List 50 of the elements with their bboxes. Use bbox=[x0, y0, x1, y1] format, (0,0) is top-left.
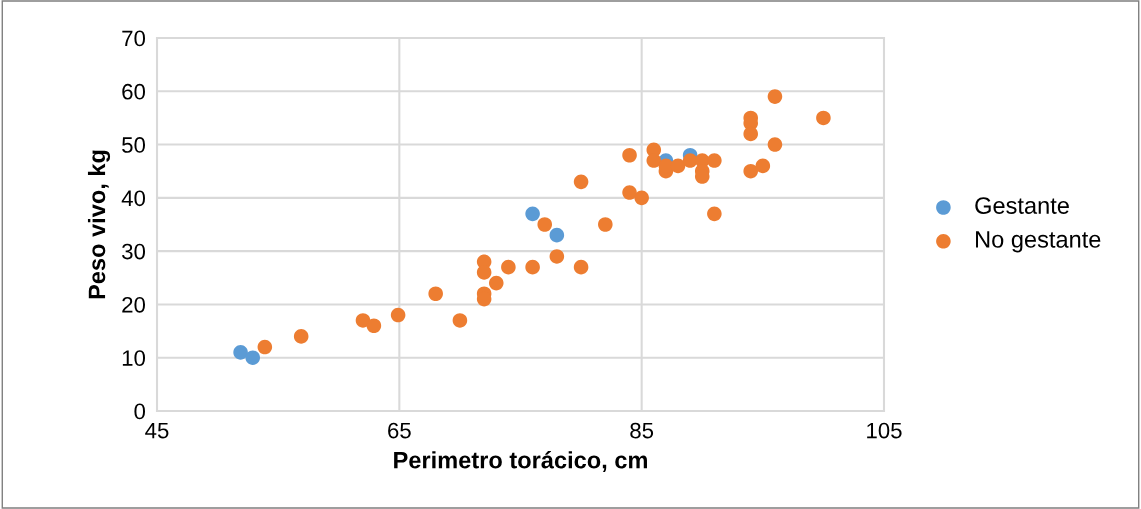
legend-label: No gestante bbox=[976, 231, 1101, 253]
point bbox=[573, 174, 589, 190]
point bbox=[537, 217, 553, 232]
point bbox=[293, 329, 309, 344]
point bbox=[525, 259, 540, 275]
point bbox=[452, 313, 468, 328]
point bbox=[670, 158, 686, 174]
point bbox=[755, 158, 771, 174]
point bbox=[646, 153, 662, 168]
x-tick-label: 65 bbox=[388, 422, 411, 439]
x-tick-label: 45 bbox=[145, 422, 169, 439]
point bbox=[233, 345, 248, 360]
point bbox=[549, 227, 565, 243]
point bbox=[549, 249, 565, 264]
point bbox=[707, 206, 722, 222]
legend-label: Gestante bbox=[975, 197, 1069, 214]
point bbox=[622, 147, 637, 163]
y-tick-label: 50 bbox=[122, 137, 146, 153]
point bbox=[390, 307, 406, 323]
y-tick-label: 20 bbox=[122, 296, 146, 313]
x-tick-label: 85 bbox=[630, 422, 654, 439]
point bbox=[501, 259, 516, 275]
y-tick-label: 30 bbox=[122, 243, 146, 260]
point bbox=[245, 350, 261, 365]
point bbox=[257, 339, 273, 355]
y-axis-title: Peso vivo, kg bbox=[87, 150, 111, 299]
point bbox=[743, 126, 758, 142]
point bbox=[355, 313, 371, 328]
point bbox=[428, 286, 443, 302]
y-tick-label: 70 bbox=[122, 30, 146, 47]
y-tick-label: 40 bbox=[121, 190, 146, 207]
point bbox=[622, 185, 637, 200]
point bbox=[767, 137, 783, 152]
point bbox=[682, 153, 698, 168]
point bbox=[634, 190, 649, 206]
point bbox=[476, 265, 492, 280]
point bbox=[573, 259, 589, 275]
point bbox=[488, 275, 504, 291]
x-axis-title: Perimetro torácico, cm bbox=[394, 450, 647, 472]
y-tick-label: 60 bbox=[122, 83, 146, 100]
point bbox=[767, 89, 783, 104]
point bbox=[598, 217, 613, 232]
point bbox=[525, 206, 540, 222]
point bbox=[707, 153, 722, 168]
point bbox=[743, 163, 758, 179]
x-tick-label: 105 bbox=[867, 422, 902, 439]
point bbox=[366, 318, 382, 334]
y-tick-label: 0 bbox=[134, 403, 146, 420]
y-tick-label: 10 bbox=[122, 350, 146, 366]
point bbox=[816, 110, 831, 126]
